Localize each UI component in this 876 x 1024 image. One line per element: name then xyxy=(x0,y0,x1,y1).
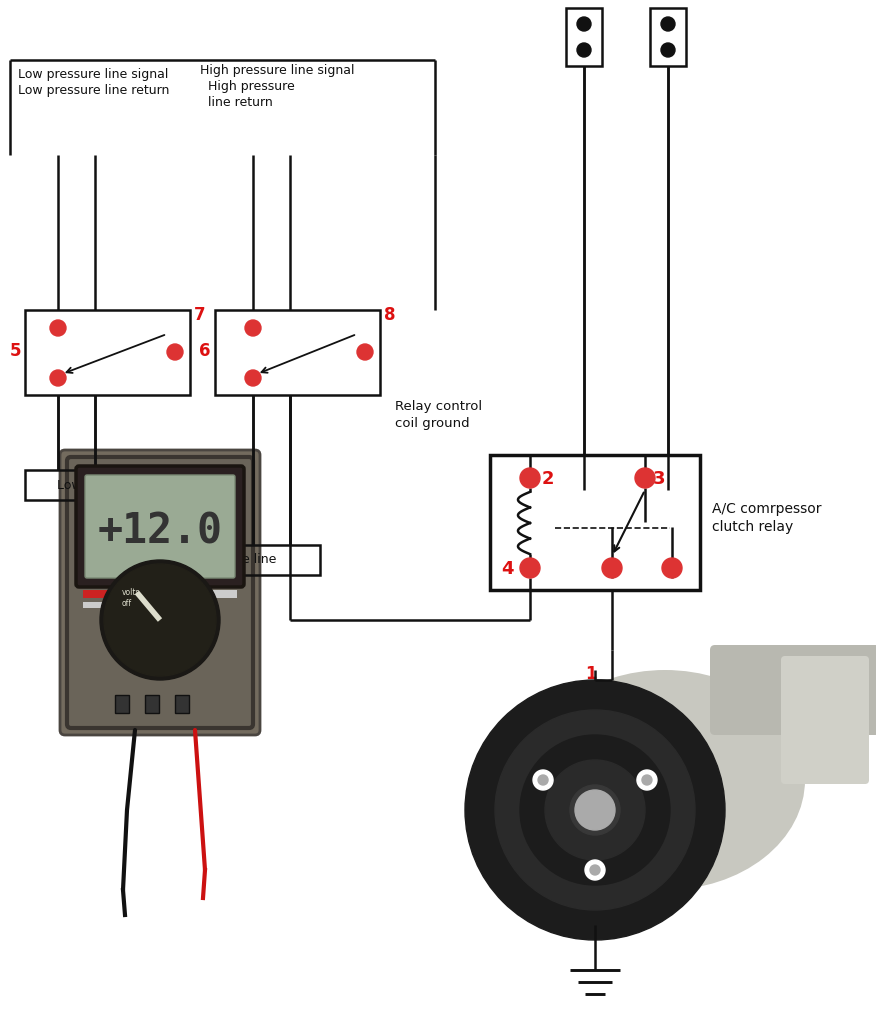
Circle shape xyxy=(520,468,540,488)
Bar xyxy=(115,695,129,713)
Ellipse shape xyxy=(525,670,805,890)
Circle shape xyxy=(538,775,548,785)
Circle shape xyxy=(357,344,373,360)
FancyBboxPatch shape xyxy=(85,475,235,578)
Bar xyxy=(490,455,700,590)
Circle shape xyxy=(245,319,261,336)
Text: A/C comrpessor
clutch relay: A/C comrpessor clutch relay xyxy=(712,502,822,535)
Text: Relay control
coil ground: Relay control coil ground xyxy=(395,400,482,430)
FancyBboxPatch shape xyxy=(710,645,876,735)
FancyBboxPatch shape xyxy=(67,457,253,728)
Circle shape xyxy=(167,344,183,360)
Bar xyxy=(175,695,189,713)
Circle shape xyxy=(635,468,655,488)
Circle shape xyxy=(104,564,216,676)
Bar xyxy=(25,310,190,395)
Text: volts
off: volts off xyxy=(122,589,140,607)
Text: 6: 6 xyxy=(200,342,211,360)
Text: Low pressure line signal
Low pressure line return: Low pressure line signal Low pressure li… xyxy=(18,68,169,97)
Circle shape xyxy=(590,865,600,874)
Text: 7: 7 xyxy=(194,306,206,324)
Circle shape xyxy=(583,798,607,822)
FancyBboxPatch shape xyxy=(781,656,869,784)
Circle shape xyxy=(661,43,675,57)
Circle shape xyxy=(50,319,66,336)
Bar xyxy=(566,8,602,66)
Circle shape xyxy=(50,370,66,386)
Circle shape xyxy=(495,710,695,910)
Circle shape xyxy=(520,735,670,885)
Circle shape xyxy=(577,43,591,57)
Bar xyxy=(215,310,380,395)
Bar xyxy=(83,602,126,608)
Bar xyxy=(201,590,237,598)
Circle shape xyxy=(575,790,615,830)
Text: +12.0: +12.0 xyxy=(97,510,223,552)
Text: 8: 8 xyxy=(384,306,395,324)
Bar xyxy=(136,602,180,608)
Text: Low pressure line: Low pressure line xyxy=(57,478,166,492)
Circle shape xyxy=(100,560,220,680)
Bar xyxy=(83,590,117,598)
Circle shape xyxy=(577,17,591,31)
Circle shape xyxy=(545,760,645,860)
Circle shape xyxy=(585,860,605,880)
Text: 3: 3 xyxy=(653,470,666,488)
Circle shape xyxy=(465,680,725,940)
Text: 2: 2 xyxy=(542,470,555,488)
Text: 5: 5 xyxy=(10,342,21,360)
FancyBboxPatch shape xyxy=(76,466,244,587)
Bar xyxy=(650,8,686,66)
Bar xyxy=(162,590,198,598)
FancyBboxPatch shape xyxy=(60,450,260,735)
Circle shape xyxy=(661,17,675,31)
Bar xyxy=(120,545,320,575)
Bar xyxy=(145,695,159,713)
Circle shape xyxy=(533,770,553,790)
Circle shape xyxy=(570,785,620,835)
Circle shape xyxy=(602,558,622,578)
Text: High pressure line signal
  High pressure
  line return: High pressure line signal High pressure … xyxy=(200,63,355,109)
Circle shape xyxy=(520,558,540,578)
Bar xyxy=(123,590,159,598)
Text: 1: 1 xyxy=(585,665,597,683)
Bar xyxy=(25,470,200,500)
Circle shape xyxy=(637,770,657,790)
Circle shape xyxy=(245,370,261,386)
Circle shape xyxy=(662,558,682,578)
Text: 4: 4 xyxy=(501,560,514,578)
Circle shape xyxy=(642,775,652,785)
Text: High pressure line: High pressure line xyxy=(163,554,277,566)
